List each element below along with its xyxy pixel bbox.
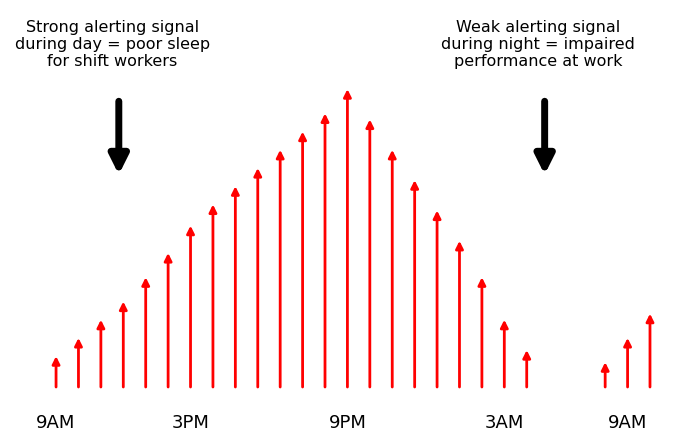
Text: 3PM: 3PM	[171, 414, 210, 432]
Text: 9AM: 9AM	[36, 414, 76, 432]
Text: Weak alerting signal
during night = impaired
performance at work: Weak alerting signal during night = impa…	[441, 20, 635, 69]
Text: Strong alerting signal
during day = poor sleep
for shift workers: Strong alerting signal during day = poor…	[14, 20, 210, 69]
Text: 9PM: 9PM	[329, 414, 366, 432]
Text: 9AM: 9AM	[608, 414, 647, 432]
Text: 3AM: 3AM	[484, 414, 524, 432]
